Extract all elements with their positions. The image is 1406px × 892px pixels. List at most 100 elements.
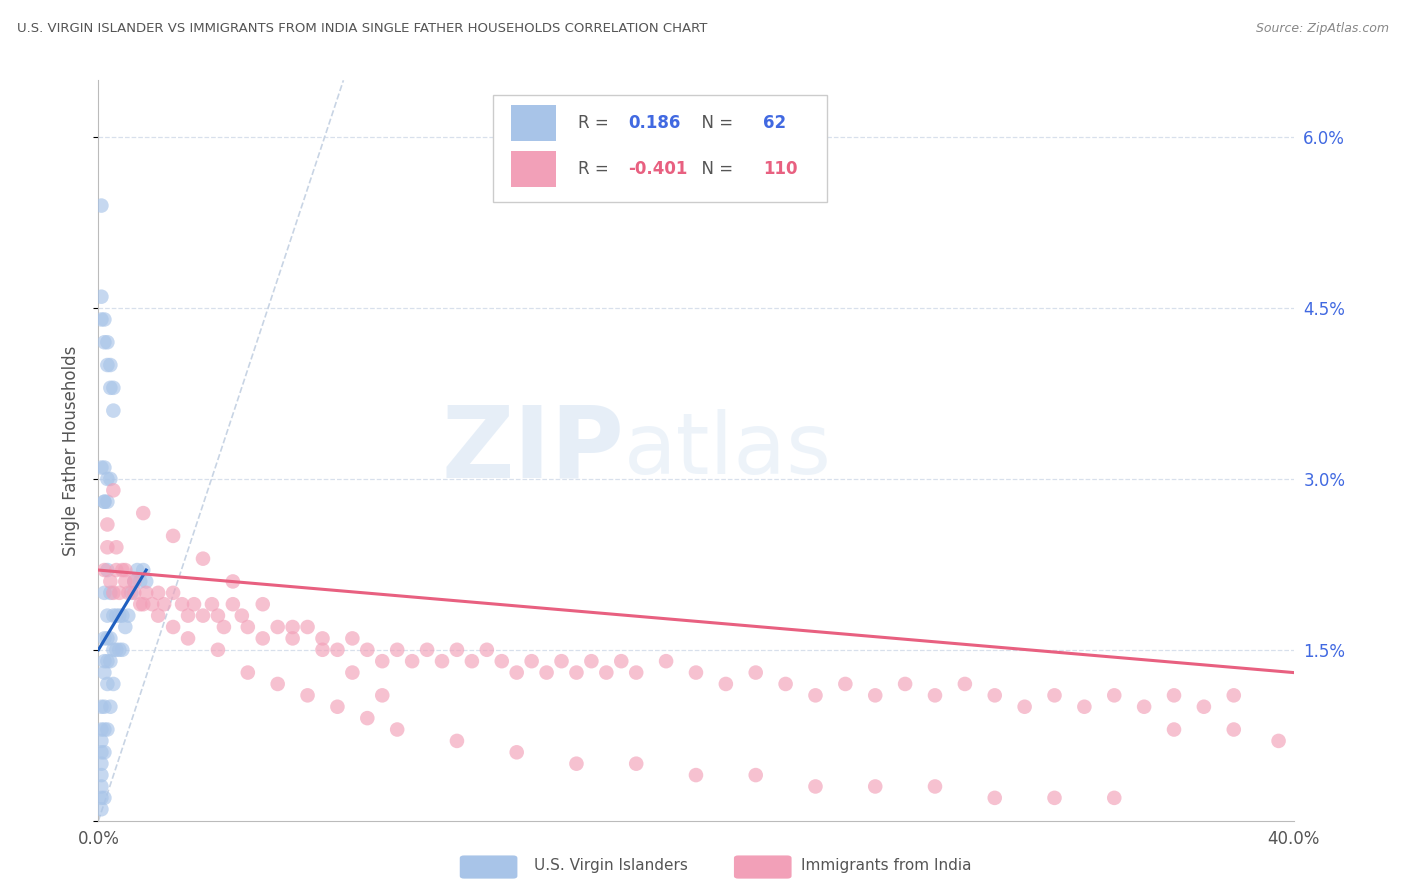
Point [124, 574, 146, 589]
Point [96, 472, 118, 486]
Text: Source: ZipAtlas.com: Source: ZipAtlas.com [1256, 22, 1389, 36]
Point [550, 654, 572, 668]
Point [236, 620, 259, 634]
Text: 62: 62 [763, 114, 786, 132]
Point [162, 620, 184, 634]
Point [108, 642, 131, 657]
Point [117, 608, 139, 623]
Text: 0.186: 0.186 [628, 114, 681, 132]
Point [595, 665, 617, 680]
Point [105, 563, 128, 577]
Point [90, 780, 112, 794]
Point [135, 586, 157, 600]
Point [506, 745, 529, 759]
Point [103, 403, 125, 417]
Point [297, 689, 319, 703]
Point [96, 677, 118, 691]
Point [804, 780, 827, 794]
Point [93, 494, 115, 508]
Point [252, 632, 274, 646]
Point [90, 745, 112, 759]
Point [1014, 699, 1036, 714]
Point [135, 574, 157, 589]
Point [98, 472, 122, 486]
Point [148, 608, 170, 623]
Point [520, 654, 543, 668]
Point [105, 642, 128, 657]
Point [93, 312, 115, 326]
Point [446, 734, 468, 748]
Text: R =: R = [578, 114, 613, 132]
Point [714, 677, 737, 691]
Point [385, 723, 409, 737]
FancyBboxPatch shape [510, 152, 557, 187]
Point [222, 597, 245, 611]
Point [129, 574, 152, 589]
Point [356, 642, 378, 657]
Point [93, 790, 115, 805]
Point [267, 677, 290, 691]
Text: R =: R = [578, 161, 613, 178]
Point [96, 654, 118, 668]
Point [1223, 723, 1246, 737]
Point [1043, 689, 1066, 703]
Point [685, 665, 707, 680]
Point [114, 563, 136, 577]
Point [98, 654, 122, 668]
FancyBboxPatch shape [510, 105, 557, 141]
Point [775, 677, 797, 691]
Point [96, 723, 118, 737]
Point [93, 665, 115, 680]
Point [984, 689, 1007, 703]
Point [416, 642, 439, 657]
Point [212, 620, 235, 634]
Point [894, 677, 917, 691]
Point [565, 756, 588, 771]
Point [96, 494, 118, 508]
Point [834, 677, 856, 691]
Point [626, 665, 648, 680]
Point [148, 586, 170, 600]
Point [93, 699, 115, 714]
Point [865, 780, 887, 794]
Point [231, 608, 253, 623]
Point [108, 586, 131, 600]
Point [98, 586, 122, 600]
Y-axis label: Single Father Households: Single Father Households [62, 345, 80, 556]
Point [162, 586, 184, 600]
Point [96, 541, 118, 555]
Point [1104, 689, 1126, 703]
Point [655, 654, 678, 668]
Point [191, 551, 214, 566]
Point [1043, 790, 1066, 805]
Point [385, 642, 409, 657]
Point [96, 563, 118, 577]
Point [207, 642, 229, 657]
Point [311, 632, 333, 646]
Text: N =: N = [692, 161, 738, 178]
Point [475, 642, 498, 657]
Point [865, 689, 887, 703]
Point [111, 608, 134, 623]
FancyBboxPatch shape [494, 95, 828, 202]
Point [93, 563, 115, 577]
Point [430, 654, 453, 668]
Text: U.S. VIRGIN ISLANDER VS IMMIGRANTS FROM INDIA SINGLE FATHER HOUSEHOLDS CORRELATI: U.S. VIRGIN ISLANDER VS IMMIGRANTS FROM … [17, 22, 707, 36]
Point [90, 768, 112, 782]
Point [90, 734, 112, 748]
Point [90, 790, 112, 805]
Point [98, 574, 122, 589]
Point [103, 608, 125, 623]
Point [103, 381, 125, 395]
Point [96, 632, 118, 646]
Text: ZIP: ZIP [441, 402, 624, 499]
Point [1104, 790, 1126, 805]
Point [1267, 734, 1289, 748]
Point [120, 586, 142, 600]
Text: U.S. Virgin Islanders: U.S. Virgin Islanders [534, 858, 688, 872]
Point [356, 711, 378, 725]
Point [177, 632, 200, 646]
Point [90, 290, 112, 304]
Point [610, 654, 633, 668]
Point [191, 608, 214, 623]
